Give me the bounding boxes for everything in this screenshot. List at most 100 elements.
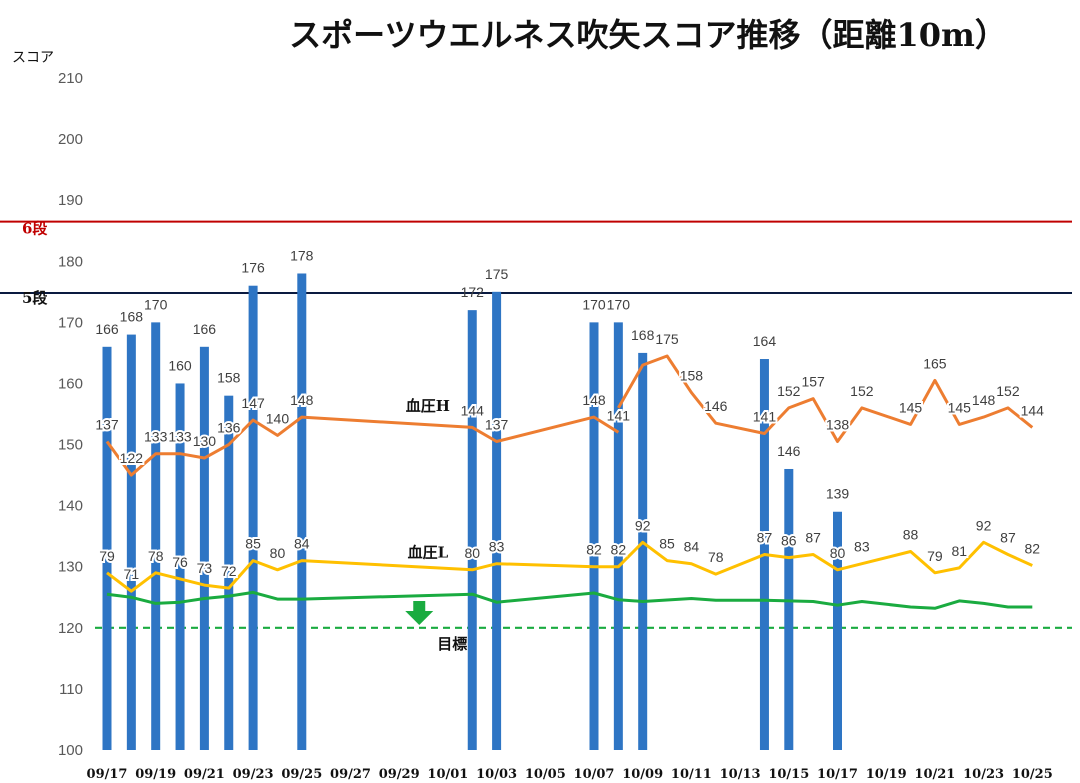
line-value-label: 80 — [270, 545, 286, 561]
line-value-label: 81 — [951, 543, 967, 559]
x-tick-label: 10/13 — [720, 767, 761, 782]
bar-value-label: 166 — [95, 321, 119, 337]
bar — [467, 310, 477, 750]
line-value-label: 145 — [948, 399, 972, 415]
reference-line-label: 5段 — [22, 289, 47, 307]
line-value-label: 144 — [1021, 402, 1045, 418]
x-tick-label: 09/27 — [330, 767, 371, 782]
line-value-label: 145 — [899, 399, 923, 415]
x-tick-label: 10/17 — [817, 767, 858, 782]
line-value-label: 80 — [830, 545, 846, 561]
series-annotation: 目標 — [437, 635, 467, 653]
line-value-label: 92 — [635, 517, 651, 533]
line-value-label: 152 — [850, 383, 874, 399]
bar — [492, 291, 502, 750]
bar-value-label: 139 — [826, 486, 850, 502]
bar — [784, 468, 794, 750]
line-value-label: 86 — [781, 533, 797, 549]
bar — [199, 346, 209, 750]
line-value-label: 80 — [464, 545, 480, 561]
x-tick-label: 10/21 — [914, 767, 955, 782]
bar — [613, 322, 623, 750]
line-value-label: 79 — [927, 548, 943, 564]
line-value-label: 133 — [168, 429, 192, 445]
line-value-label: 122 — [120, 450, 144, 466]
y-tick-label: 200 — [58, 131, 83, 148]
bar — [638, 352, 648, 750]
down-arrow-icon — [405, 600, 434, 625]
bar — [175, 383, 185, 750]
y-tick-label: 110 — [59, 681, 83, 698]
line-value-label: 175 — [655, 331, 679, 347]
line-value-label: 147 — [241, 395, 265, 411]
y-tick-label: 140 — [58, 498, 83, 515]
y-tick-label: 180 — [58, 253, 83, 270]
line-value-label: 152 — [996, 383, 1020, 399]
x-tick-label: 10/25 — [1012, 767, 1053, 782]
x-tick-label: 10/15 — [768, 767, 809, 782]
bar — [151, 322, 161, 750]
line-value-label: 78 — [148, 548, 164, 564]
y-axis-label: スコア — [12, 50, 54, 66]
line-series — [105, 354, 1034, 610]
x-tick-label: 10/09 — [622, 767, 663, 782]
bar — [589, 322, 599, 750]
line-value-label: 73 — [197, 560, 213, 576]
line-value-label: 82 — [611, 542, 627, 558]
y-tick-label: 160 — [58, 375, 83, 392]
x-tick-label: 09/21 — [184, 767, 225, 782]
line-value-label: 87 — [757, 530, 773, 546]
line-value-label: 82 — [1025, 541, 1041, 557]
series-line — [105, 415, 620, 477]
bar-value-label: 172 — [461, 284, 485, 300]
line-value-label: 158 — [680, 368, 704, 384]
bar-value-label: 158 — [217, 370, 241, 386]
line-value-label: 71 — [124, 566, 140, 582]
x-axis-ticks: 09/17 09/19 09/21 09/23 09/25 09/27 09/29 10/01… — [87, 767, 1053, 782]
bar-value-label: 170 — [607, 296, 631, 312]
bar-value-label: 170 — [144, 296, 168, 312]
bar-value-label: 160 — [168, 357, 192, 373]
line-value-label: 83 — [854, 539, 870, 555]
line-value-label: 76 — [172, 554, 188, 570]
x-tick-label: 10/03 — [476, 767, 517, 782]
y-tick-label: 190 — [58, 192, 83, 209]
y-tick-label: 120 — [58, 620, 83, 637]
y-tick-label: 170 — [58, 314, 83, 331]
x-tick-label: 10/01 — [427, 767, 468, 782]
line-value-label: 85 — [659, 536, 675, 552]
y-tick-label: 210 — [58, 70, 83, 87]
x-tick-label: 09/17 — [87, 767, 128, 782]
x-tick-label: 09/25 — [281, 767, 322, 782]
x-tick-label: 10/23 — [963, 767, 1004, 782]
line-value-label: 141 — [607, 407, 631, 423]
line-value-label: 148 — [582, 392, 606, 408]
series-line — [106, 540, 1033, 593]
bar-value-label: 146 — [777, 443, 801, 459]
bar — [126, 334, 136, 750]
line-value-label: 79 — [99, 548, 115, 564]
bar-value-label: 170 — [582, 296, 606, 312]
line-value-label: 85 — [245, 536, 261, 552]
line-value-label: 157 — [801, 374, 825, 390]
line-value-label: 83 — [489, 539, 505, 555]
y-tick-label: 130 — [58, 559, 83, 576]
x-tick-label: 09/23 — [233, 767, 274, 782]
line-value-label: 84 — [684, 539, 700, 555]
line-value-label: 84 — [294, 536, 310, 552]
bar-value-label: 176 — [241, 260, 265, 276]
line-value-label: 133 — [144, 429, 168, 445]
series-line — [617, 354, 1034, 443]
bar — [297, 273, 307, 750]
line-value-label: 148 — [290, 392, 314, 408]
bar-value-label: 164 — [753, 333, 777, 349]
y-tick-label: 100 — [58, 742, 83, 759]
y-tick-label: 150 — [58, 437, 83, 454]
x-tick-label: 09/29 — [379, 767, 420, 782]
line-value-label: 152 — [777, 383, 801, 399]
bar-series — [102, 273, 842, 750]
line-value-label: 92 — [976, 517, 992, 533]
